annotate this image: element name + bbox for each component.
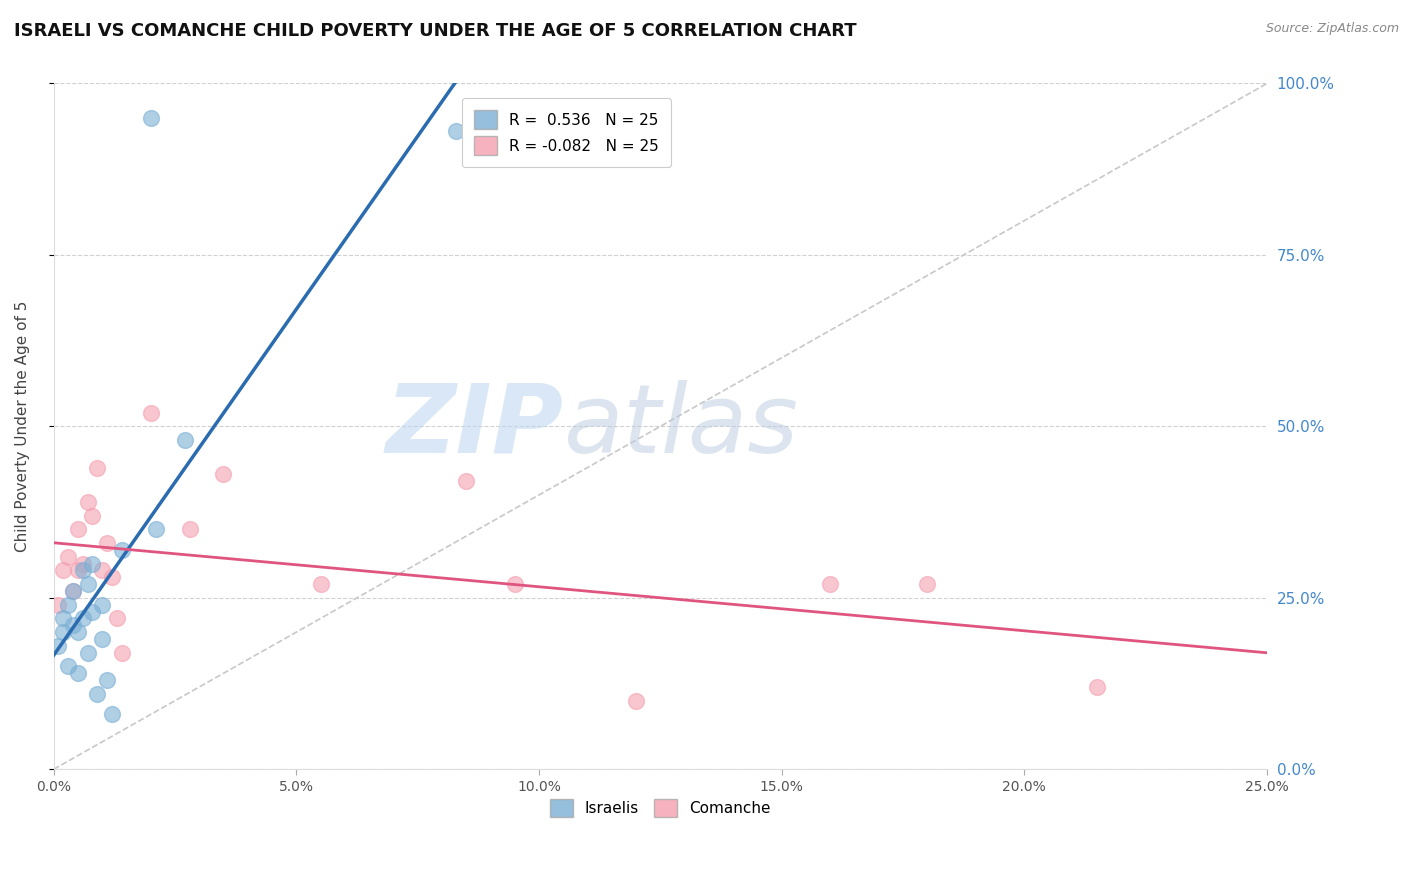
Point <box>86 687 108 701</box>
Point <box>139 406 162 420</box>
Point <box>818 577 841 591</box>
Point <box>91 598 114 612</box>
Point <box>145 522 167 536</box>
Point <box>52 625 75 640</box>
Point <box>82 605 104 619</box>
Point <box>1085 680 1108 694</box>
Text: atlas: atlas <box>564 380 799 473</box>
Point <box>72 563 94 577</box>
Point <box>56 598 79 612</box>
Point <box>52 611 75 625</box>
Point <box>62 584 84 599</box>
Point <box>76 495 98 509</box>
Legend: Israelis, Comanche: Israelis, Comanche <box>544 792 778 823</box>
Point <box>76 646 98 660</box>
Point <box>179 522 201 536</box>
Point <box>86 460 108 475</box>
Point <box>105 611 128 625</box>
Text: Source: ZipAtlas.com: Source: ZipAtlas.com <box>1265 22 1399 36</box>
Point <box>139 111 162 125</box>
Point <box>456 475 478 489</box>
Point <box>309 577 332 591</box>
Point <box>101 570 124 584</box>
Y-axis label: Child Poverty Under the Age of 5: Child Poverty Under the Age of 5 <box>15 301 30 552</box>
Point <box>96 536 118 550</box>
Point <box>56 549 79 564</box>
Text: ZIP: ZIP <box>385 380 564 473</box>
Point <box>72 611 94 625</box>
Point <box>91 632 114 646</box>
Point <box>446 124 468 138</box>
Point <box>917 577 939 591</box>
Point <box>62 584 84 599</box>
Point <box>82 508 104 523</box>
Point <box>173 433 195 447</box>
Text: ISRAELI VS COMANCHE CHILD POVERTY UNDER THE AGE OF 5 CORRELATION CHART: ISRAELI VS COMANCHE CHILD POVERTY UNDER … <box>14 22 856 40</box>
Point <box>56 659 79 673</box>
Point <box>62 618 84 632</box>
Point <box>48 598 70 612</box>
Point <box>101 707 124 722</box>
Point <box>110 646 132 660</box>
Point <box>503 577 526 591</box>
Point <box>624 694 647 708</box>
Point <box>212 467 235 482</box>
Point <box>66 666 89 681</box>
Point <box>66 563 89 577</box>
Point <box>91 563 114 577</box>
Point <box>110 542 132 557</box>
Point <box>76 577 98 591</box>
Point <box>48 639 70 653</box>
Point <box>66 522 89 536</box>
Point <box>52 563 75 577</box>
Point <box>82 557 104 571</box>
Point <box>66 625 89 640</box>
Point <box>96 673 118 687</box>
Point <box>72 557 94 571</box>
